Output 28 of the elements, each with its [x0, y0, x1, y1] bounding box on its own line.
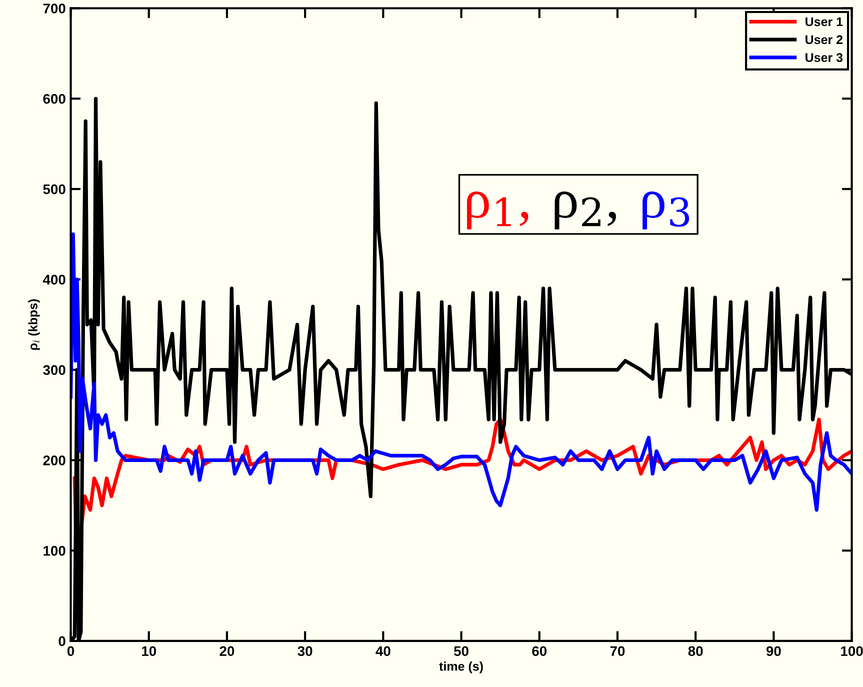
y-tick-label: 500	[43, 184, 66, 194]
annotation: ρ$_{3}$	[642, 191, 690, 230]
y-axis-title: ρ$_{i}$ (kbps)	[28, 299, 40, 350]
legend-label: User 3	[806, 53, 843, 62]
annotation: ρ$_{2}$,	[554, 191, 616, 230]
x-tick-label: 20	[220, 646, 234, 656]
y-tick-label: 300	[43, 365, 66, 375]
x-tick-label: 30	[298, 646, 312, 656]
legend-label: User 1	[806, 17, 843, 26]
x-tick-label: 60	[532, 646, 547, 656]
y-tick-label: 200	[43, 456, 66, 466]
y-tick-label: 400	[42, 274, 66, 285]
y-tick-label: 700	[43, 4, 66, 14]
x-tick-label: 90	[766, 646, 781, 656]
x-tick-label: 80	[688, 646, 703, 656]
y-tick-label: 100	[44, 546, 66, 556]
x-tick-label: 70	[610, 646, 625, 656]
x-tick-label: 10	[142, 646, 156, 656]
x-tick-label: 40	[376, 646, 390, 656]
line-series	[70, 232, 852, 512]
legend-label: User 2	[806, 35, 843, 44]
y-tick-label: 600	[43, 94, 66, 104]
x-axis-title: time (s)	[439, 662, 483, 674]
x-tick-label: 100	[841, 646, 863, 656]
x-tick-label: 50	[454, 646, 468, 656]
y-tick-label: 0	[58, 636, 66, 646]
annotation: ρ$_{1}$,	[467, 191, 528, 230]
x-tick-label: 0	[67, 646, 74, 656]
